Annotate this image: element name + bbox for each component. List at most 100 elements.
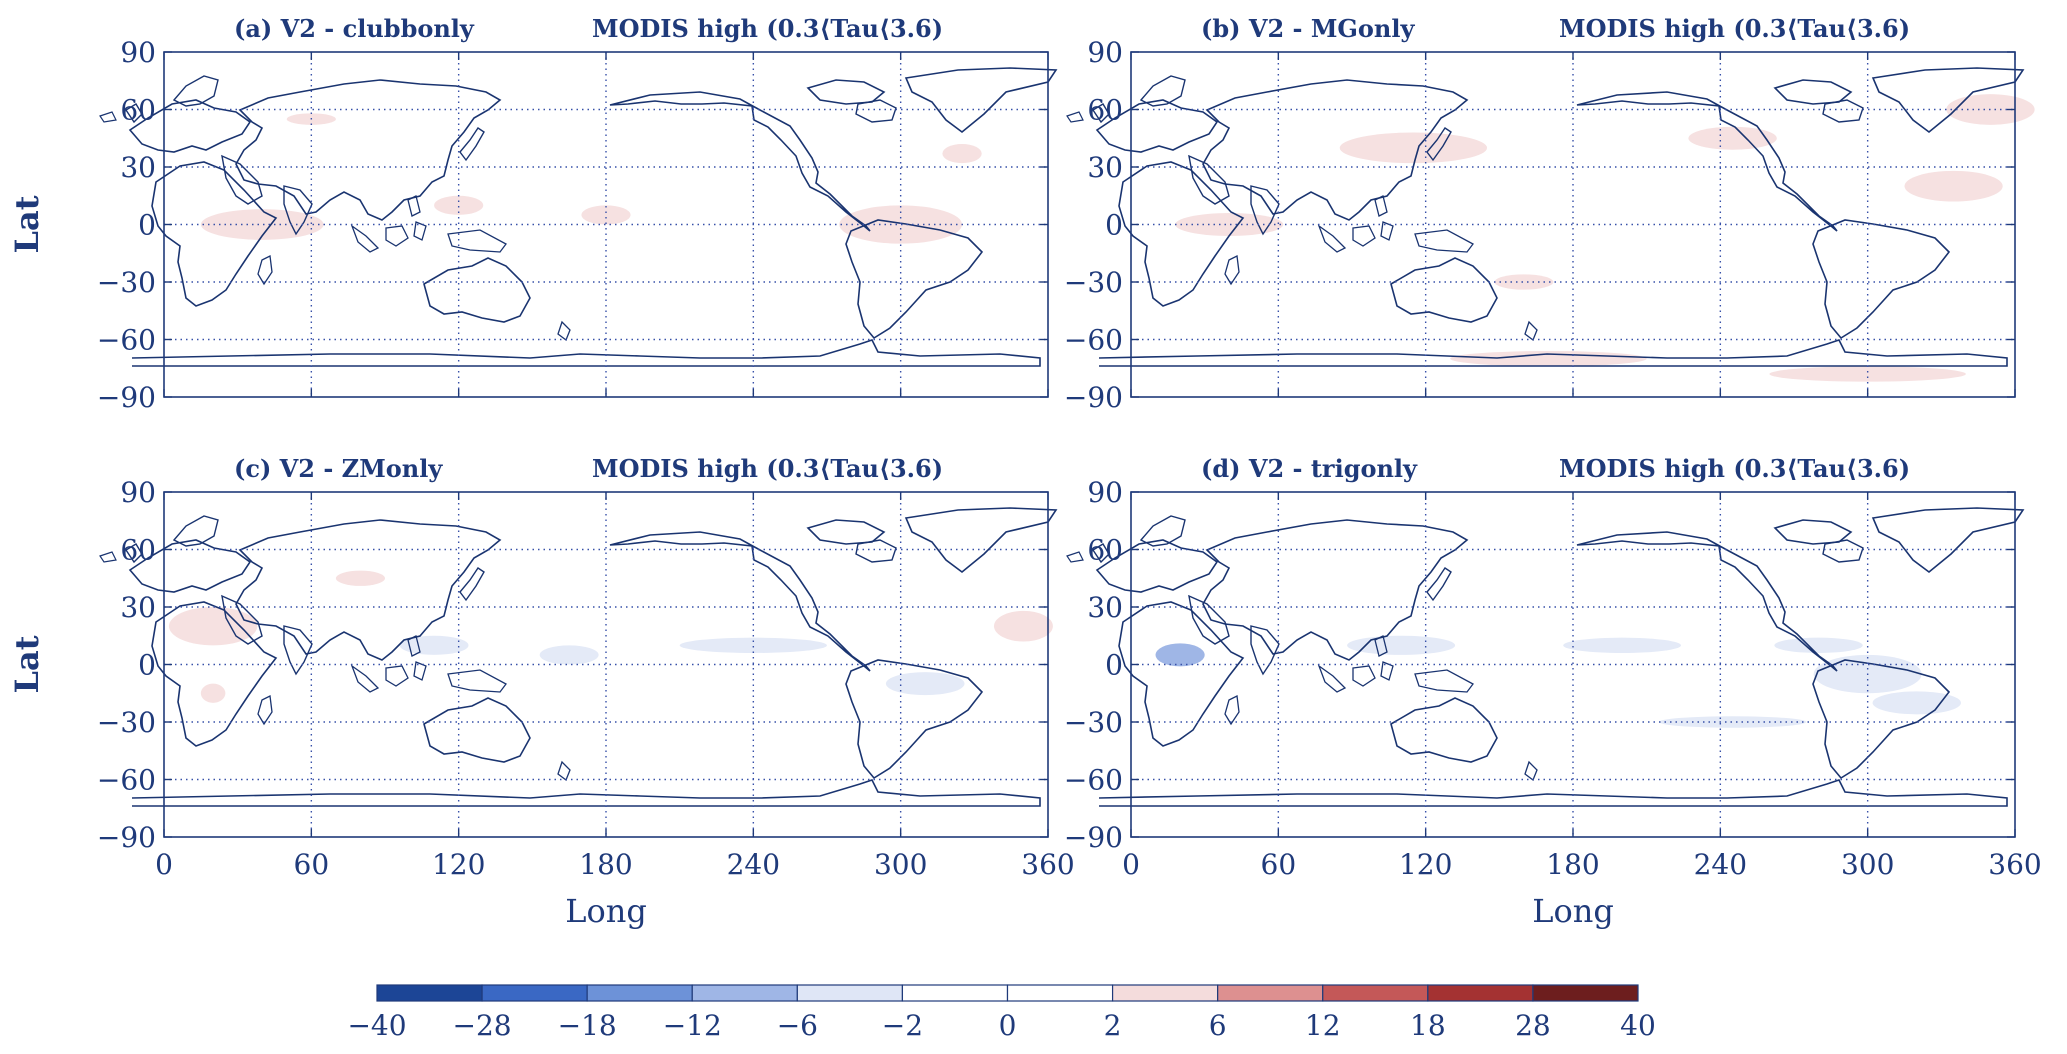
panel-title-left: (a) V2 - clubbonly xyxy=(234,14,475,43)
y-tick-label: −30 xyxy=(97,706,156,739)
y-tick-label: 90 xyxy=(1087,36,1123,69)
colorbar-label: 2 xyxy=(1104,1009,1122,1042)
anomaly-patch xyxy=(1563,637,1682,653)
colorbar-swatch xyxy=(901,984,1009,1002)
x-tick-label: 120 xyxy=(432,848,485,881)
y-tick-label: 60 xyxy=(120,94,156,127)
y-tick-label: 30 xyxy=(1087,591,1123,624)
colorbar-label: 18 xyxy=(1410,1009,1446,1042)
y-tick-label: 30 xyxy=(1087,151,1123,184)
x-tick-label: 300 xyxy=(1841,848,1894,881)
y-tick-label: −30 xyxy=(97,266,156,299)
x-tick-label: 120 xyxy=(1399,848,1452,881)
y-tick-label: −60 xyxy=(1064,764,1123,797)
y-tick-label: −60 xyxy=(97,324,156,357)
colorbar-swatch xyxy=(586,984,693,1002)
panel-title-right: MODIS high (0.3⟨Tau⟨3.6) xyxy=(592,454,943,483)
colorbar-label: −40 xyxy=(347,1009,406,1042)
gridlines xyxy=(164,52,1048,397)
colorbar-swatch xyxy=(796,984,904,1002)
x-tick-label: 180 xyxy=(579,848,632,881)
x-tick-label: 360 xyxy=(1021,848,1074,881)
panel-title-right: MODIS high (0.3⟨Tau⟨3.6) xyxy=(592,14,943,43)
colorbar-label: 40 xyxy=(1620,1009,1656,1042)
ticks xyxy=(163,491,1049,838)
anomaly-patch xyxy=(200,209,324,240)
colorbar-label: −18 xyxy=(558,1009,617,1042)
colorbar-swatch xyxy=(1322,984,1429,1002)
y-tick-label: 30 xyxy=(120,151,156,184)
gridlines xyxy=(1131,492,2015,837)
anomaly-patch xyxy=(839,205,963,244)
x-tick-label: 360 xyxy=(1988,848,2041,881)
anomaly-patch xyxy=(1769,366,1966,382)
colorbar-label: 0 xyxy=(999,1009,1017,1042)
colorbar-swatch xyxy=(1111,984,1219,1002)
anomaly-patch xyxy=(993,610,1053,642)
y-tick-label: 90 xyxy=(120,36,156,69)
colorbar-label: −2 xyxy=(882,1009,923,1042)
x-tick-label: 300 xyxy=(874,848,927,881)
anomaly-patch xyxy=(1339,132,1488,164)
colorbar-label: −12 xyxy=(663,1009,722,1042)
y-tick-label: 60 xyxy=(120,534,156,567)
gridlines xyxy=(164,492,1048,837)
colorbar-label: 28 xyxy=(1515,1009,1551,1042)
y-tick-label: −30 xyxy=(1064,706,1123,739)
panel-title-right: MODIS high (0.3⟨Tau⟨3.6) xyxy=(1559,454,1910,483)
anomaly-field xyxy=(168,570,1053,703)
anomaly-patch xyxy=(1450,351,1647,367)
anomaly-patch xyxy=(434,195,484,215)
colorbar-label: 6 xyxy=(1209,1009,1227,1042)
panel-title-right: MODIS high (0.3⟨Tau⟨3.6) xyxy=(1559,14,1910,43)
anomaly-patch xyxy=(679,637,827,653)
anomaly-patch xyxy=(885,672,965,696)
panel-title-left: (b) V2 - MGonly xyxy=(1201,14,1415,43)
y-tick-label: 30 xyxy=(120,591,156,624)
x-tick-label: 60 xyxy=(294,848,330,881)
anomaly-patch xyxy=(1658,716,1807,728)
y-tick-label: 0 xyxy=(138,649,156,682)
gridlines xyxy=(1131,52,2015,397)
y-tick-label: 90 xyxy=(120,476,156,509)
anomaly-patch xyxy=(942,144,982,164)
colorbar-swatch xyxy=(1217,984,1324,1002)
x-tick-label: 240 xyxy=(727,848,780,881)
y-tick-label: −30 xyxy=(1064,266,1123,299)
y-tick-label: −60 xyxy=(97,764,156,797)
anomaly-patch xyxy=(539,645,599,665)
y-tick-label: −60 xyxy=(1064,324,1123,357)
colorbar-swatch xyxy=(1532,984,1639,1002)
colorbar-swatch xyxy=(1006,984,1114,1002)
x-tick-label: 0 xyxy=(155,848,173,881)
map-panel-b: 90 60 30 0 −30 −60 −90 (b) V2 - MGonly MODIS hig… xyxy=(1064,14,2035,414)
colorbar-label: −28 xyxy=(453,1009,512,1042)
anomaly-patch xyxy=(1347,635,1456,655)
colorbar-swatch xyxy=(376,984,483,1002)
ticks xyxy=(1130,491,2016,838)
y-tick-label: 0 xyxy=(1105,209,1123,242)
anomaly-patch xyxy=(1904,170,2003,202)
colorbar: −40 −28 −18 −12 −6 −2 0 2 6 12 18 28 40 xyxy=(347,984,1656,1042)
anomaly-patch xyxy=(200,683,226,703)
anomaly-patch xyxy=(1155,643,1205,667)
x-axis-label: Long xyxy=(1532,892,1614,930)
y-tick-label: 90 xyxy=(1087,476,1123,509)
y-axis-label: Lat xyxy=(8,635,46,693)
y-tick-label: 60 xyxy=(1087,94,1123,127)
x-axis-label: Long xyxy=(565,892,647,930)
colorbar-swatch xyxy=(481,984,588,1002)
y-tick-label: 0 xyxy=(138,209,156,242)
colorbar-label: 12 xyxy=(1305,1009,1341,1042)
colorbar-label: −6 xyxy=(777,1009,818,1042)
ticks xyxy=(1130,51,2016,398)
x-tick-label: 60 xyxy=(1261,848,1297,881)
anomaly-patch xyxy=(581,205,631,225)
x-tick-label: 0 xyxy=(1122,848,1140,881)
y-tick-label: −90 xyxy=(97,821,156,854)
anomaly-patch xyxy=(335,570,386,586)
colorbar-swatch xyxy=(1427,984,1534,1002)
